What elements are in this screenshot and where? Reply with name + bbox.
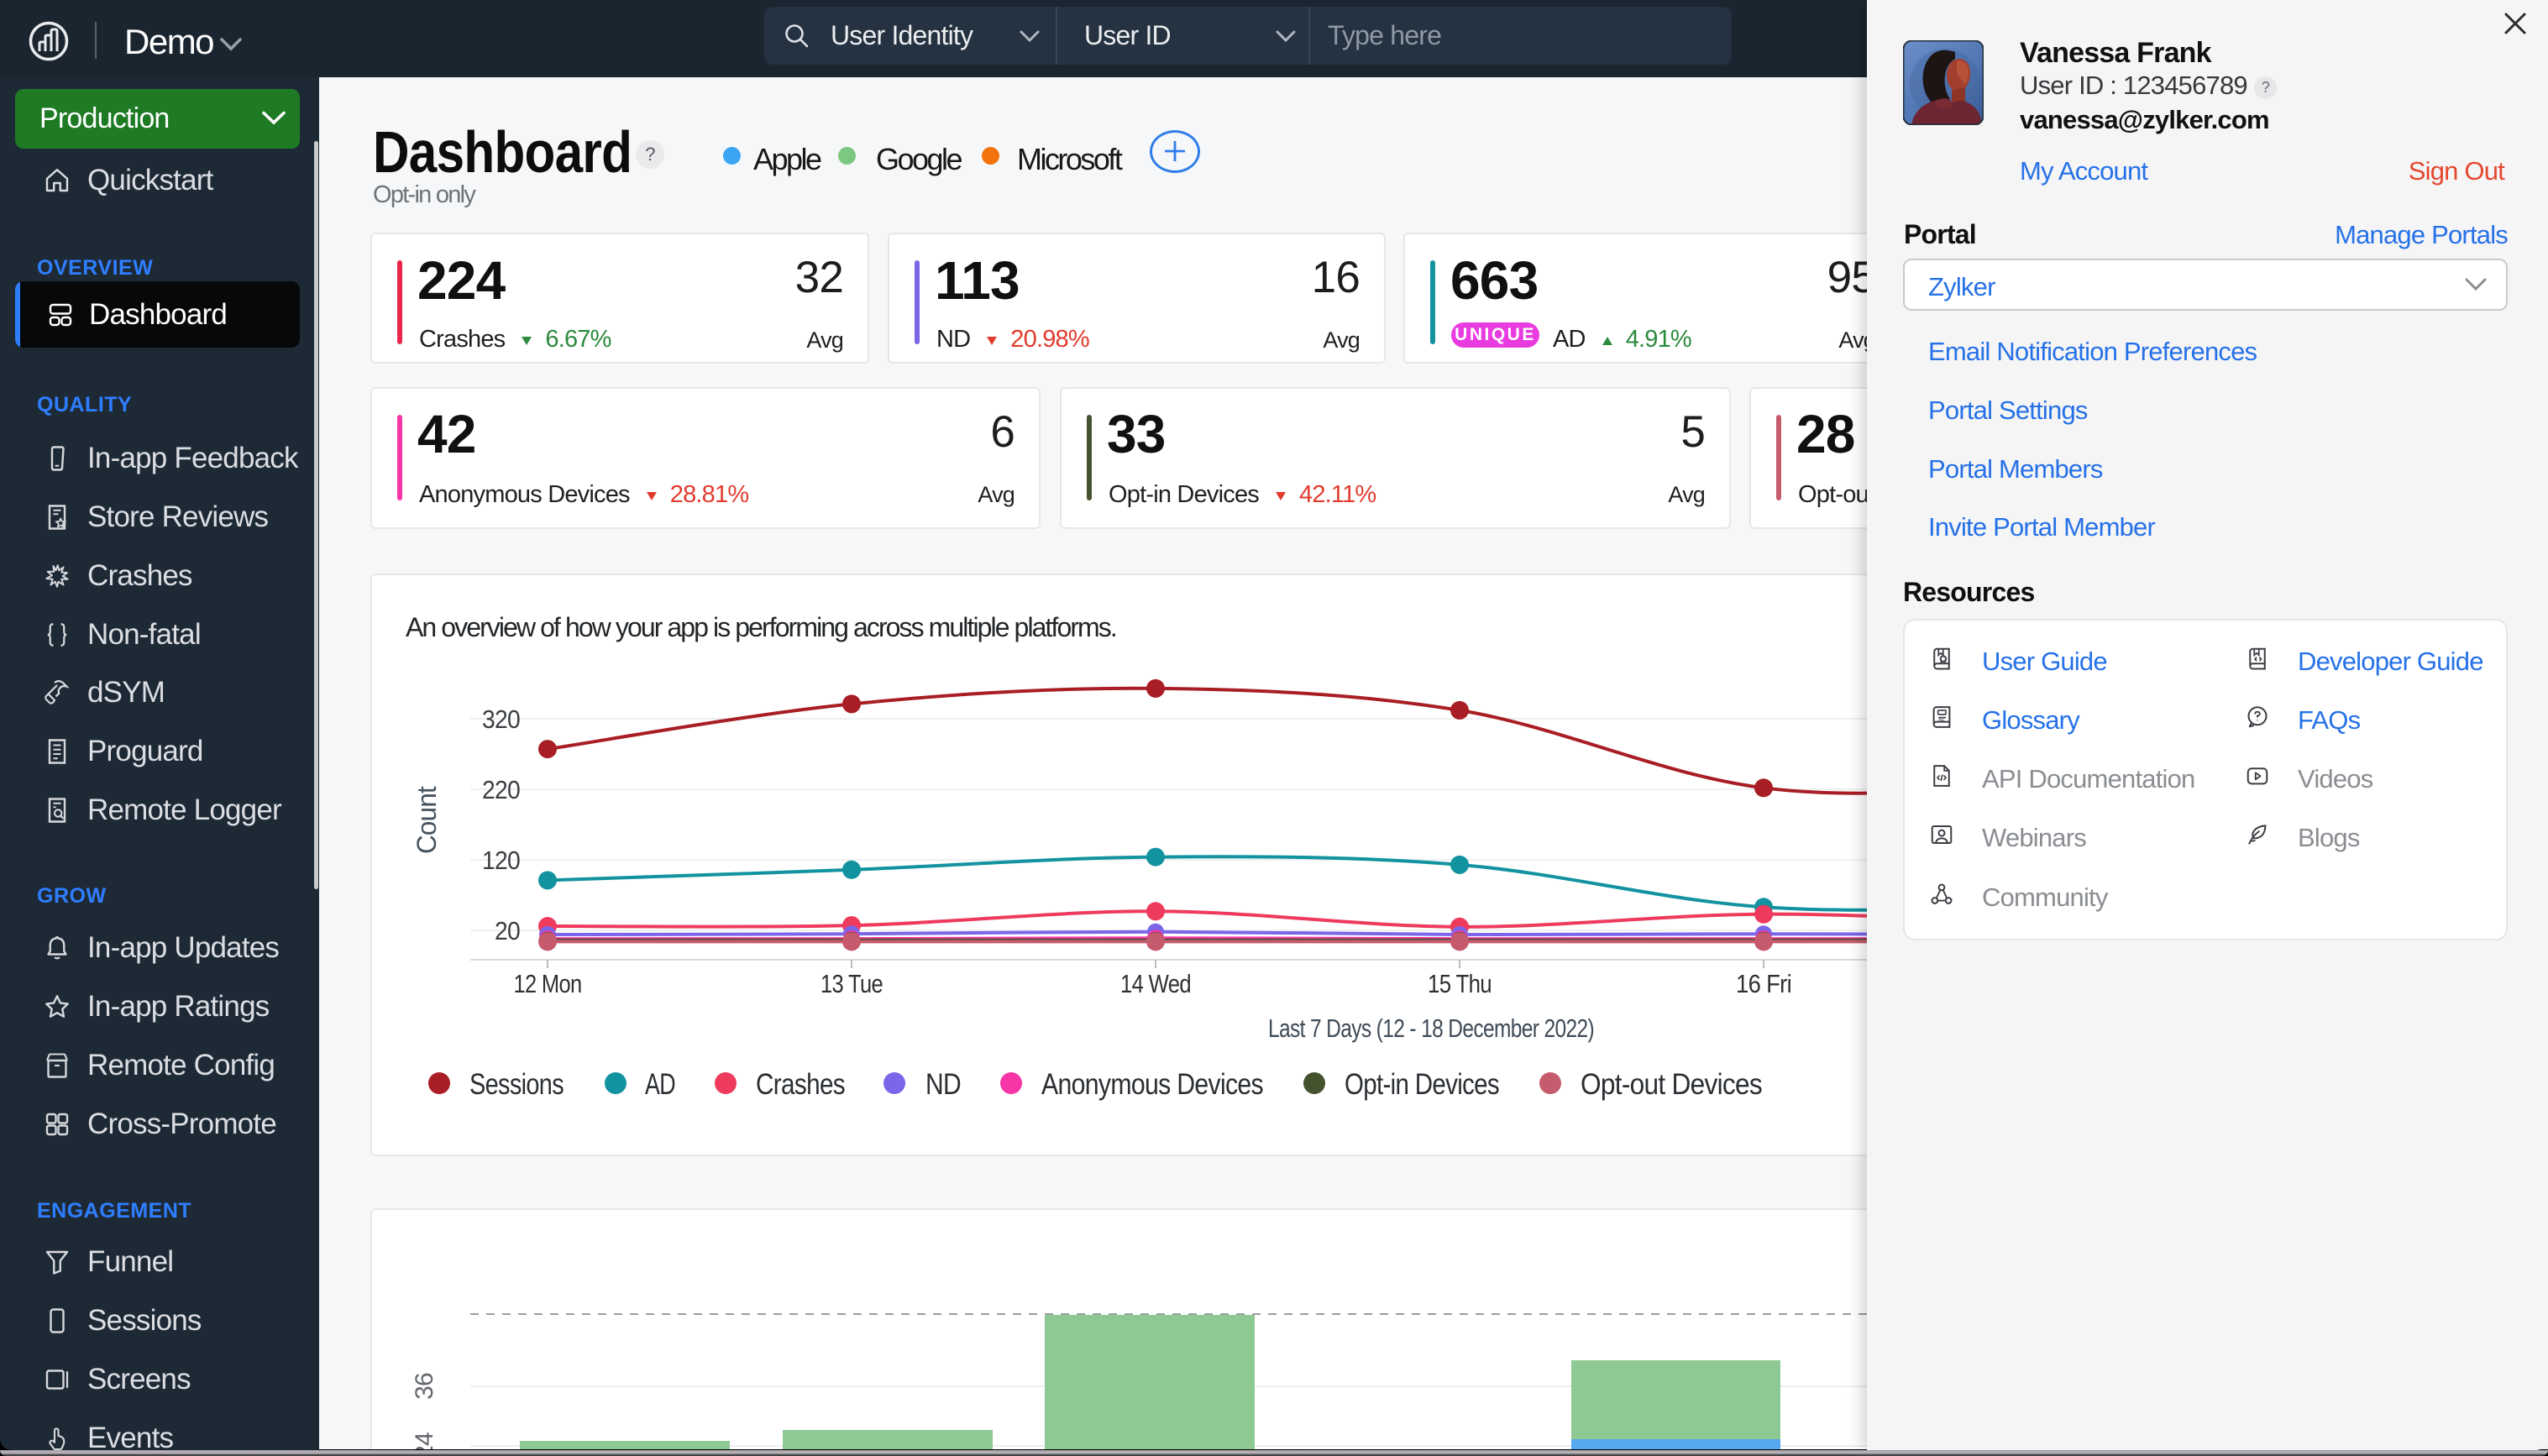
svg-text:14 Wed: 14 Wed [1120, 969, 1191, 998]
svg-text:Sessions: Sessions [469, 1068, 564, 1101]
svg-text:Opt-out Devices: Opt-out Devices [1581, 1068, 1762, 1101]
svg-text:120: 120 [482, 846, 521, 875]
svg-text:320: 320 [482, 704, 521, 734]
svg-text:15 Thu: 15 Thu [1428, 969, 1492, 998]
svg-text:A-Z: A-Z [1938, 718, 1945, 723]
svg-text:Last 7 Days (12 - 18 December: Last 7 Days (12 - 18 December 2022) [1268, 1013, 1594, 1043]
svg-text:Opt-in Devices: Opt-in Devices [1345, 1068, 1499, 1101]
svg-text:24: 24 [411, 1432, 438, 1449]
svg-text:Anonymous Devices: Anonymous Devices [1041, 1068, 1263, 1101]
svg-text:13 Tue: 13 Tue [820, 969, 883, 998]
svg-text:16 Fri: 16 Fri [1736, 969, 1791, 998]
svg-text:AD: AD [645, 1068, 675, 1101]
svg-text:20: 20 [495, 916, 521, 945]
svg-text:Count: Count [412, 786, 442, 854]
svg-text:ND: ND [925, 1068, 961, 1101]
svg-text:12 Mon: 12 Mon [514, 969, 582, 998]
svg-text:220: 220 [482, 775, 521, 804]
svg-text:Crashes: Crashes [756, 1068, 845, 1101]
svg-text:36: 36 [411, 1373, 438, 1400]
